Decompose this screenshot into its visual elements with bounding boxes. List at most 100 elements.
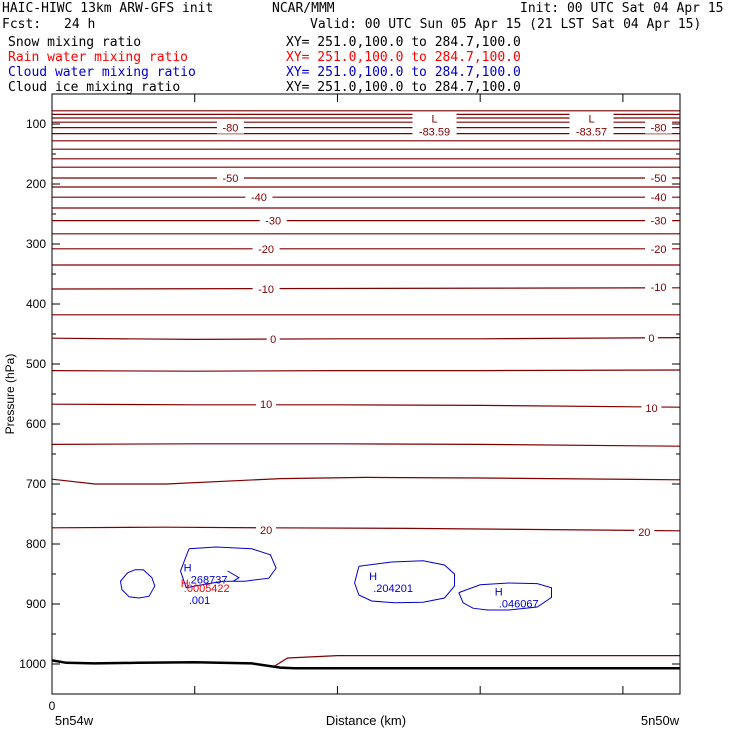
isotherm-label-bg — [634, 525, 655, 538]
rain-maximum-value: .0005422 — [184, 583, 230, 595]
center-name: NCAR/MMM — [272, 1, 335, 16]
isotherm-line — [51, 369, 681, 372]
maximum-value: .268737 — [188, 575, 228, 587]
isotherm-label-bg — [645, 280, 673, 294]
rain-maximum-marker: H — [181, 578, 189, 590]
isotherm-label-bg — [256, 397, 277, 411]
isotherm-label-bg — [252, 241, 280, 255]
y-tick-label: 900 — [26, 597, 46, 611]
contour-value: .001 — [189, 595, 210, 607]
isotherm-label-bg — [645, 120, 673, 134]
isotherm-label-bg — [645, 171, 673, 184]
isotherm-label-bg — [644, 331, 658, 345]
isotherm-label: 0 — [270, 334, 276, 346]
isotherm-label-bg — [641, 400, 662, 414]
y-tick-label: 700 — [26, 477, 46, 491]
cloud-water-contour — [458, 582, 552, 611]
isotherm-label: 10 — [645, 403, 657, 415]
isotherm-label-bg — [645, 213, 673, 227]
minimum-value: -83.57 — [576, 127, 607, 139]
cloud-water-contour — [227, 570, 240, 582]
isotherm-label-bg — [216, 120, 244, 134]
isotherm-line — [51, 337, 681, 341]
minimum-value: -83.59 — [419, 127, 450, 139]
x-axis-label: Distance (km) — [326, 713, 406, 728]
y-axis-label: Pressure (hPa) — [3, 354, 17, 435]
y-tick-label: 1000 — [19, 657, 46, 671]
isotherm-line — [51, 476, 681, 485]
temperature-contours — [51, 110, 681, 668]
isotherm-label-bg — [645, 190, 673, 204]
field-xy: XY= 251.0,100.0 to 284.7,100.0 — [286, 50, 521, 65]
forecast-hours: 24 h — [64, 17, 96, 32]
minimum-label-bg — [569, 111, 614, 139]
maximum-marker: H — [495, 587, 503, 599]
field-xy: XY= 251.0,100.0 to 284.7,100.0 — [286, 35, 521, 50]
isotherm-line — [51, 287, 681, 290]
y-tick-label: 600 — [26, 417, 46, 431]
field-xy: XY= 251.0,100.0 to 284.7,100.0 — [286, 80, 521, 95]
isotherm-label-bg — [252, 282, 280, 295]
y-tick-label: 300 — [26, 237, 46, 251]
isotherm-label: 0 — [648, 333, 654, 345]
field-name: Cloud water mixing ratio — [8, 65, 196, 80]
valid-time: Valid: 00 UTC Sun 05 Apr 15 (21 LST Sat … — [310, 17, 702, 32]
maximum-value: .204201 — [373, 583, 413, 595]
isotherm-label: -80 — [651, 123, 667, 135]
cloud-water-contour — [354, 560, 455, 604]
cloud-water-contour — [119, 569, 156, 599]
isotherm-label-bg — [645, 241, 673, 255]
isotherm-label: -30 — [265, 216, 281, 228]
x-tick-label: 0 — [49, 699, 56, 713]
isotherm-line — [51, 443, 681, 447]
isotherm-label: -30 — [651, 216, 667, 228]
isotherm-label: -10 — [258, 284, 274, 296]
surface-pressure-line — [51, 659, 680, 670]
isotherm-line — [51, 526, 681, 532]
isotherm-label-bg — [256, 523, 277, 537]
field-name: Snow mixing ratio — [8, 35, 142, 50]
isotherm-label: 10 — [260, 399, 272, 411]
field-xy: XY= 251.0,100.0 to 284.7,100.0 — [286, 65, 521, 80]
field-name: Cloud ice mixing ratio — [8, 80, 181, 95]
isotherm-line — [51, 403, 681, 408]
cloud-water-contour — [179, 546, 277, 589]
isotherm-label-bg — [245, 190, 273, 204]
maximum-value: .046067 — [499, 599, 539, 611]
isotherm-label: -50 — [222, 173, 238, 185]
minimum-label-bg — [412, 111, 457, 139]
y-tick-label: 500 — [26, 357, 46, 371]
field-name: Rain water mixing ratio — [8, 50, 189, 65]
isotherm-label: -40 — [251, 192, 267, 204]
isotherm-label: -20 — [651, 244, 667, 256]
isotherm-line — [272, 654, 680, 668]
isotherm-label-bg — [266, 331, 280, 345]
surface-line — [51, 659, 680, 670]
contour-labels: -80 -80 -50 -50 -40 -40 -30 -30 -20 -20 -10 -10 0 0 10… — [181, 111, 673, 611]
isotherm-label: 20 — [260, 525, 272, 537]
forecast-label: Fcst: — [2, 17, 42, 32]
y-tick-label: 800 — [26, 537, 46, 551]
isotherm-label-bg — [216, 171, 244, 184]
isotherm-label: -40 — [651, 192, 667, 204]
y-tick-label: 100 — [26, 117, 46, 131]
plot-frame — [51, 93, 681, 695]
cloud-water-contours — [119, 546, 552, 611]
init-time: Init: 00 UTC Sat 04 Apr 15 — [520, 1, 724, 16]
isotherm-label-bg — [259, 213, 287, 227]
x-start-location: 5n54w — [55, 713, 94, 728]
minimum-marker: L — [431, 114, 437, 126]
y-tick-label: 400 — [26, 297, 46, 311]
isotherm-label: -80 — [222, 123, 238, 135]
title-left: HAIC-HIWC 13km ARW-GFS init — [2, 1, 214, 16]
isotherm-label: -20 — [258, 244, 274, 256]
isotherm-label: -10 — [651, 282, 667, 294]
maximum-marker: H — [369, 571, 377, 583]
isotherm-label: -50 — [651, 173, 667, 185]
x-end-location: 5n50w — [641, 713, 680, 728]
minimum-marker: L — [588, 114, 594, 126]
maximum-marker: H — [184, 563, 192, 575]
y-tick-label: 200 — [26, 177, 46, 191]
